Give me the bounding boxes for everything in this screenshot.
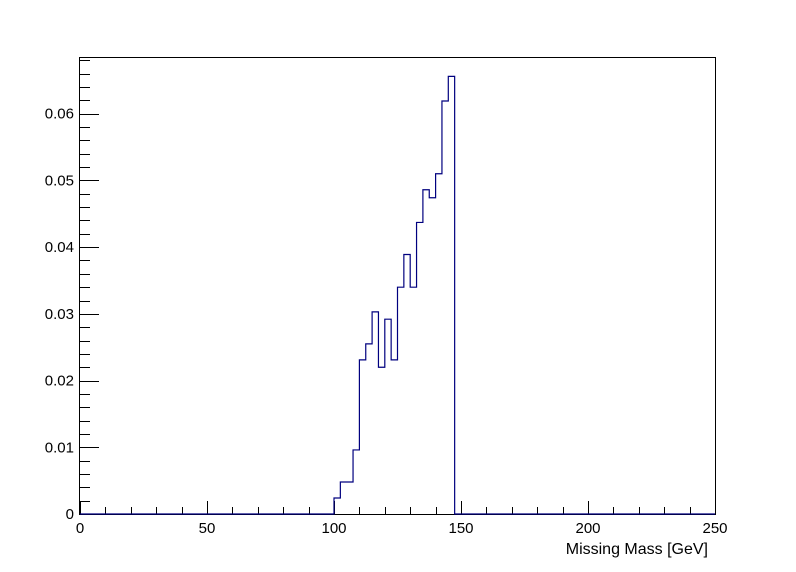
x-tick-label: 50 xyxy=(199,520,216,537)
y-tick-label: 0.05 xyxy=(45,172,74,189)
x-tick-label: 100 xyxy=(321,520,346,537)
y-tick-label: 0.02 xyxy=(45,373,74,390)
x-tick-label: 0 xyxy=(76,520,84,537)
y-tick-label: 0.04 xyxy=(45,239,74,256)
x-axis-title: Missing Mass [GeV] xyxy=(566,541,708,558)
histogram-outline xyxy=(80,75,715,515)
plot-frame xyxy=(79,57,716,515)
y-tick-label: 0 xyxy=(66,506,74,523)
x-tick-label: 200 xyxy=(575,520,600,537)
x-tick-label: 250 xyxy=(702,520,727,537)
y-axis: 0 0.01 0.02 0.03 0.04 0.05 0.06 xyxy=(45,60,99,523)
x-tick-label: 150 xyxy=(448,520,473,537)
y-tick-label: 0.01 xyxy=(45,439,74,456)
y-tick-label: 0.06 xyxy=(45,106,74,123)
y-tick-label: 0.03 xyxy=(45,306,74,323)
x-axis: 0 50 100 150 200 250 xyxy=(76,501,728,537)
